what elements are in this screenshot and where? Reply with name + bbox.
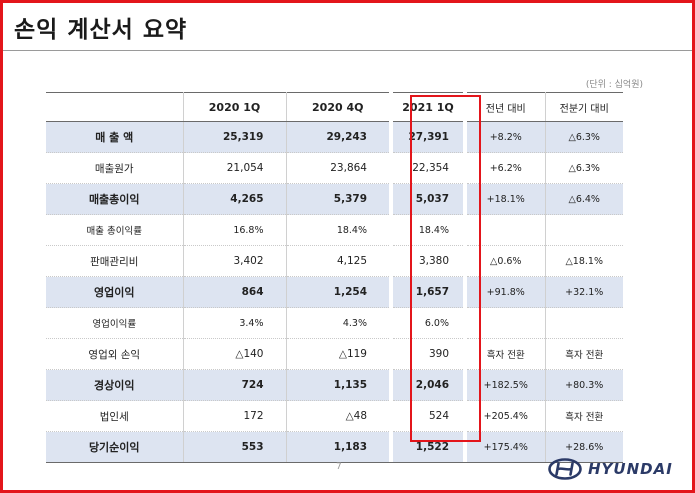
value-2020-4q: 23,864 <box>286 152 389 184</box>
table-row: 영업이익률 3.4% 4.3% 6.0% <box>46 307 623 339</box>
row-label: 판매관리비 <box>46 245 184 277</box>
table-row: 법인세 172 △48 524 +205.4% 흑자 전환 <box>46 400 623 432</box>
row-label: 법인세 <box>46 400 184 432</box>
header-label-cell <box>46 92 184 122</box>
value-2020-1q: △140 <box>183 338 287 370</box>
hyundai-logo: HYUNDAI <box>548 458 673 480</box>
value-qoq <box>545 214 623 246</box>
table-row: 매출 총이익률 16.8% 18.4% 18.4% <box>46 214 623 246</box>
title-divider <box>3 50 692 51</box>
value-2020-4q: 1,183 <box>286 431 389 463</box>
value-2021-1q: 6.0% <box>393 307 463 339</box>
value-2020-4q: 18.4% <box>286 214 389 246</box>
value-qoq: +80.3% <box>545 369 623 401</box>
value-yoy: +175.4% <box>467 431 546 463</box>
row-label: 매출총이익 <box>46 183 184 215</box>
row-label: 매 출 액 <box>46 121 184 153</box>
page-title: 손익 계산서 요약 <box>14 17 188 43</box>
table-row: 영업이익 864 1,254 1,657 +91.8% +32.1% <box>46 276 623 308</box>
value-qoq: △6.4% <box>545 183 623 215</box>
value-2020-1q: 172 <box>183 400 287 432</box>
value-yoy: +205.4% <box>467 400 546 432</box>
brand-wordmark: HYUNDAI <box>588 460 673 478</box>
value-2020-4q: 1,254 <box>286 276 389 308</box>
row-label: 매출원가 <box>46 152 184 184</box>
value-2021-1q: 524 <box>393 400 463 432</box>
header-2020-1q: 2020 1Q <box>183 92 287 122</box>
value-2020-4q: 29,243 <box>286 121 389 153</box>
value-yoy: +6.2% <box>467 152 546 184</box>
value-2020-1q: 16.8% <box>183 214 287 246</box>
value-qoq: 흑자 전환 <box>545 338 623 370</box>
value-2020-1q: 3.4% <box>183 307 287 339</box>
income-statement-table: 2020 1Q 2020 4Q 2021 1Q 전년 대비 전분기 대비 매 출… <box>46 92 623 463</box>
value-2020-1q: 4,265 <box>183 183 287 215</box>
row-label: 영업이익률 <box>46 307 184 339</box>
value-2020-4q: △48 <box>286 400 389 432</box>
header-row: 2020 1Q 2020 4Q 2021 1Q 전년 대비 전분기 대비 <box>46 92 623 122</box>
value-yoy: +18.1% <box>467 183 546 215</box>
header-2020-4q: 2020 4Q <box>286 92 389 122</box>
value-2020-4q: △119 <box>286 338 389 370</box>
table-row: 판매관리비 3,402 4,125 3,380 △0.6% △18.1% <box>46 245 623 277</box>
value-2020-4q: 1,135 <box>286 369 389 401</box>
value-2020-1q: 553 <box>183 431 287 463</box>
table-row: 영업외 손익 △140 △119 390 흑자 전환 흑자 전환 <box>46 338 623 370</box>
value-2020-4q: 4,125 <box>286 245 389 277</box>
value-2021-1q: 1,522 <box>393 431 463 463</box>
header-yoy: 전년 대비 <box>467 92 546 122</box>
value-yoy <box>467 214 546 246</box>
row-label: 경상이익 <box>46 369 184 401</box>
value-yoy: +91.8% <box>467 276 546 308</box>
value-yoy: +8.2% <box>467 121 546 153</box>
value-yoy: △0.6% <box>467 245 546 277</box>
hyundai-emblem-icon <box>548 458 582 480</box>
header-2021-1q: 2021 1Q <box>393 92 463 122</box>
table-row: 매 출 액 25,319 29,243 27,391 +8.2% △6.3% <box>46 121 623 153</box>
value-2021-1q: 2,046 <box>393 369 463 401</box>
table-row: 매출원가 21,054 23,864 22,354 +6.2% △6.3% <box>46 152 623 184</box>
value-2020-1q: 864 <box>183 276 287 308</box>
value-2020-4q: 4.3% <box>286 307 389 339</box>
row-label: 영업이익 <box>46 276 184 308</box>
value-qoq: 흑자 전환 <box>545 400 623 432</box>
value-2020-4q: 5,379 <box>286 183 389 215</box>
value-yoy: +182.5% <box>467 369 546 401</box>
value-yoy <box>467 307 546 339</box>
value-2021-1q: 5,037 <box>393 183 463 215</box>
value-2021-1q: 1,657 <box>393 276 463 308</box>
value-qoq: △6.3% <box>545 152 623 184</box>
value-2020-1q: 3,402 <box>183 245 287 277</box>
value-2021-1q: 390 <box>393 338 463 370</box>
value-qoq: △6.3% <box>545 121 623 153</box>
value-2020-1q: 21,054 <box>183 152 287 184</box>
value-2021-1q: 27,391 <box>393 121 463 153</box>
value-2020-1q: 25,319 <box>183 121 287 153</box>
value-qoq <box>545 307 623 339</box>
value-yoy: 흑자 전환 <box>467 338 546 370</box>
value-2021-1q: 18.4% <box>393 214 463 246</box>
row-label: 당기순이익 <box>46 431 184 463</box>
value-2020-1q: 724 <box>183 369 287 401</box>
table-row: 매출총이익 4,265 5,379 5,037 +18.1% △6.4% <box>46 183 623 215</box>
header-qoq: 전분기 대비 <box>545 92 623 122</box>
table-row: 당기순이익 553 1,183 1,522 +175.4% +28.6% <box>46 431 623 463</box>
page-number: 7 <box>336 462 342 472</box>
value-qoq: △18.1% <box>545 245 623 277</box>
unit-note: (단위 : 십억원) <box>585 80 643 90</box>
value-2021-1q: 22,354 <box>393 152 463 184</box>
value-qoq: +32.1% <box>545 276 623 308</box>
value-qoq: +28.6% <box>545 431 623 463</box>
row-label: 영업외 손익 <box>46 338 184 370</box>
table-row: 경상이익 724 1,135 2,046 +182.5% +80.3% <box>46 369 623 401</box>
value-2021-1q: 3,380 <box>393 245 463 277</box>
row-label: 매출 총이익률 <box>46 214 184 246</box>
